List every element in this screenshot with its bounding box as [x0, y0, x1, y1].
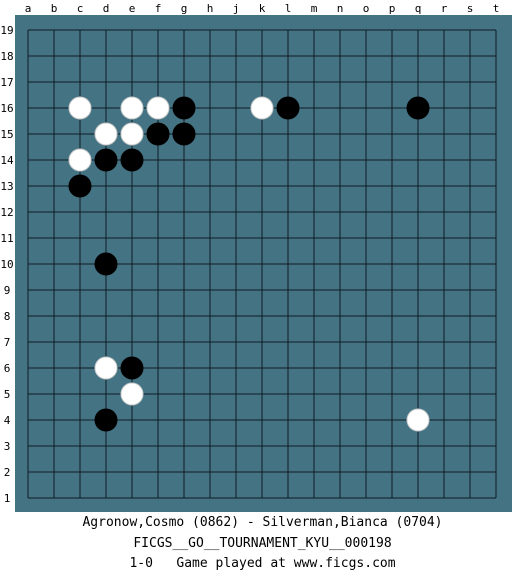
row-label-5: 5: [4, 388, 11, 401]
black-stone-g15: [172, 122, 196, 146]
row-label-7: 7: [4, 336, 11, 349]
white-stone-c14: [68, 148, 92, 172]
row-label-11: 11: [0, 232, 13, 245]
row-label-2: 2: [4, 466, 11, 479]
column-label-m: m: [311, 2, 318, 15]
black-stone-d14: [94, 148, 118, 172]
row-label-17: 17: [0, 76, 13, 89]
white-stone-q4: [406, 408, 430, 432]
white-stone-d6: [94, 356, 118, 380]
column-label-n: n: [337, 2, 344, 15]
column-label-j: j: [233, 2, 240, 15]
white-stone-f16: [146, 96, 170, 120]
row-label-4: 4: [4, 414, 11, 427]
result-caption: 1-0 Game played at www.ficgs.com: [129, 556, 396, 571]
column-label-q: q: [415, 2, 422, 15]
row-label-15: 15: [0, 128, 13, 141]
column-label-t: t: [493, 2, 500, 15]
white-stone-k16: [250, 96, 274, 120]
white-stone-d15: [94, 122, 118, 146]
column-label-l: l: [285, 2, 292, 15]
white-stone-e5: [120, 382, 144, 406]
black-stone-d4: [94, 408, 118, 432]
row-label-1: 1: [4, 492, 11, 505]
row-labels-left: 19 18 17 16 15 14 13 12 11 10 9 8 7 6 5 4 3 2 1: [0, 24, 14, 505]
black-stone-e6: [120, 356, 144, 380]
column-label-f: f: [155, 2, 162, 15]
row-label-18: 18: [0, 50, 13, 63]
white-stone-e16: [120, 96, 144, 120]
column-label-s: s: [467, 2, 474, 15]
column-label-d: d: [103, 2, 110, 15]
row-label-3: 3: [4, 440, 11, 453]
white-stone-c16: [68, 96, 92, 120]
row-label-14: 14: [0, 154, 14, 167]
column-label-h: h: [207, 2, 214, 15]
row-label-10: 10: [0, 258, 13, 271]
row-label-6: 6: [4, 362, 11, 375]
row-label-19: 19: [0, 24, 13, 37]
black-stone-e14: [120, 148, 144, 172]
column-label-r: r: [441, 2, 448, 15]
stones-layer: [68, 96, 430, 432]
row-label-9: 9: [4, 284, 11, 297]
black-stone-q16: [406, 96, 430, 120]
row-label-8: 8: [4, 310, 11, 323]
column-label-o: o: [363, 2, 370, 15]
column-label-b: b: [51, 2, 58, 15]
black-stone-c13: [68, 174, 92, 198]
column-label-c: c: [77, 2, 84, 15]
black-stone-d10: [94, 252, 118, 276]
black-stone-l16: [276, 96, 300, 120]
column-label-a: a: [25, 2, 32, 15]
row-label-12: 12: [0, 206, 13, 219]
black-stone-f15: [146, 122, 170, 146]
black-stone-g16: [172, 96, 196, 120]
white-stone-e15: [120, 122, 144, 146]
column-label-k: k: [259, 2, 266, 15]
column-label-e: e: [129, 2, 136, 15]
players-caption: Agronow,Cosmo (0862) - Silverman,Bianca …: [82, 515, 443, 530]
column-label-p: p: [389, 2, 396, 15]
row-label-13: 13: [0, 180, 13, 193]
event-caption: FICGS__GO__TOURNAMENT_KYU__000198: [133, 536, 392, 551]
column-label-g: g: [181, 2, 188, 15]
row-label-16: 16: [0, 102, 13, 115]
